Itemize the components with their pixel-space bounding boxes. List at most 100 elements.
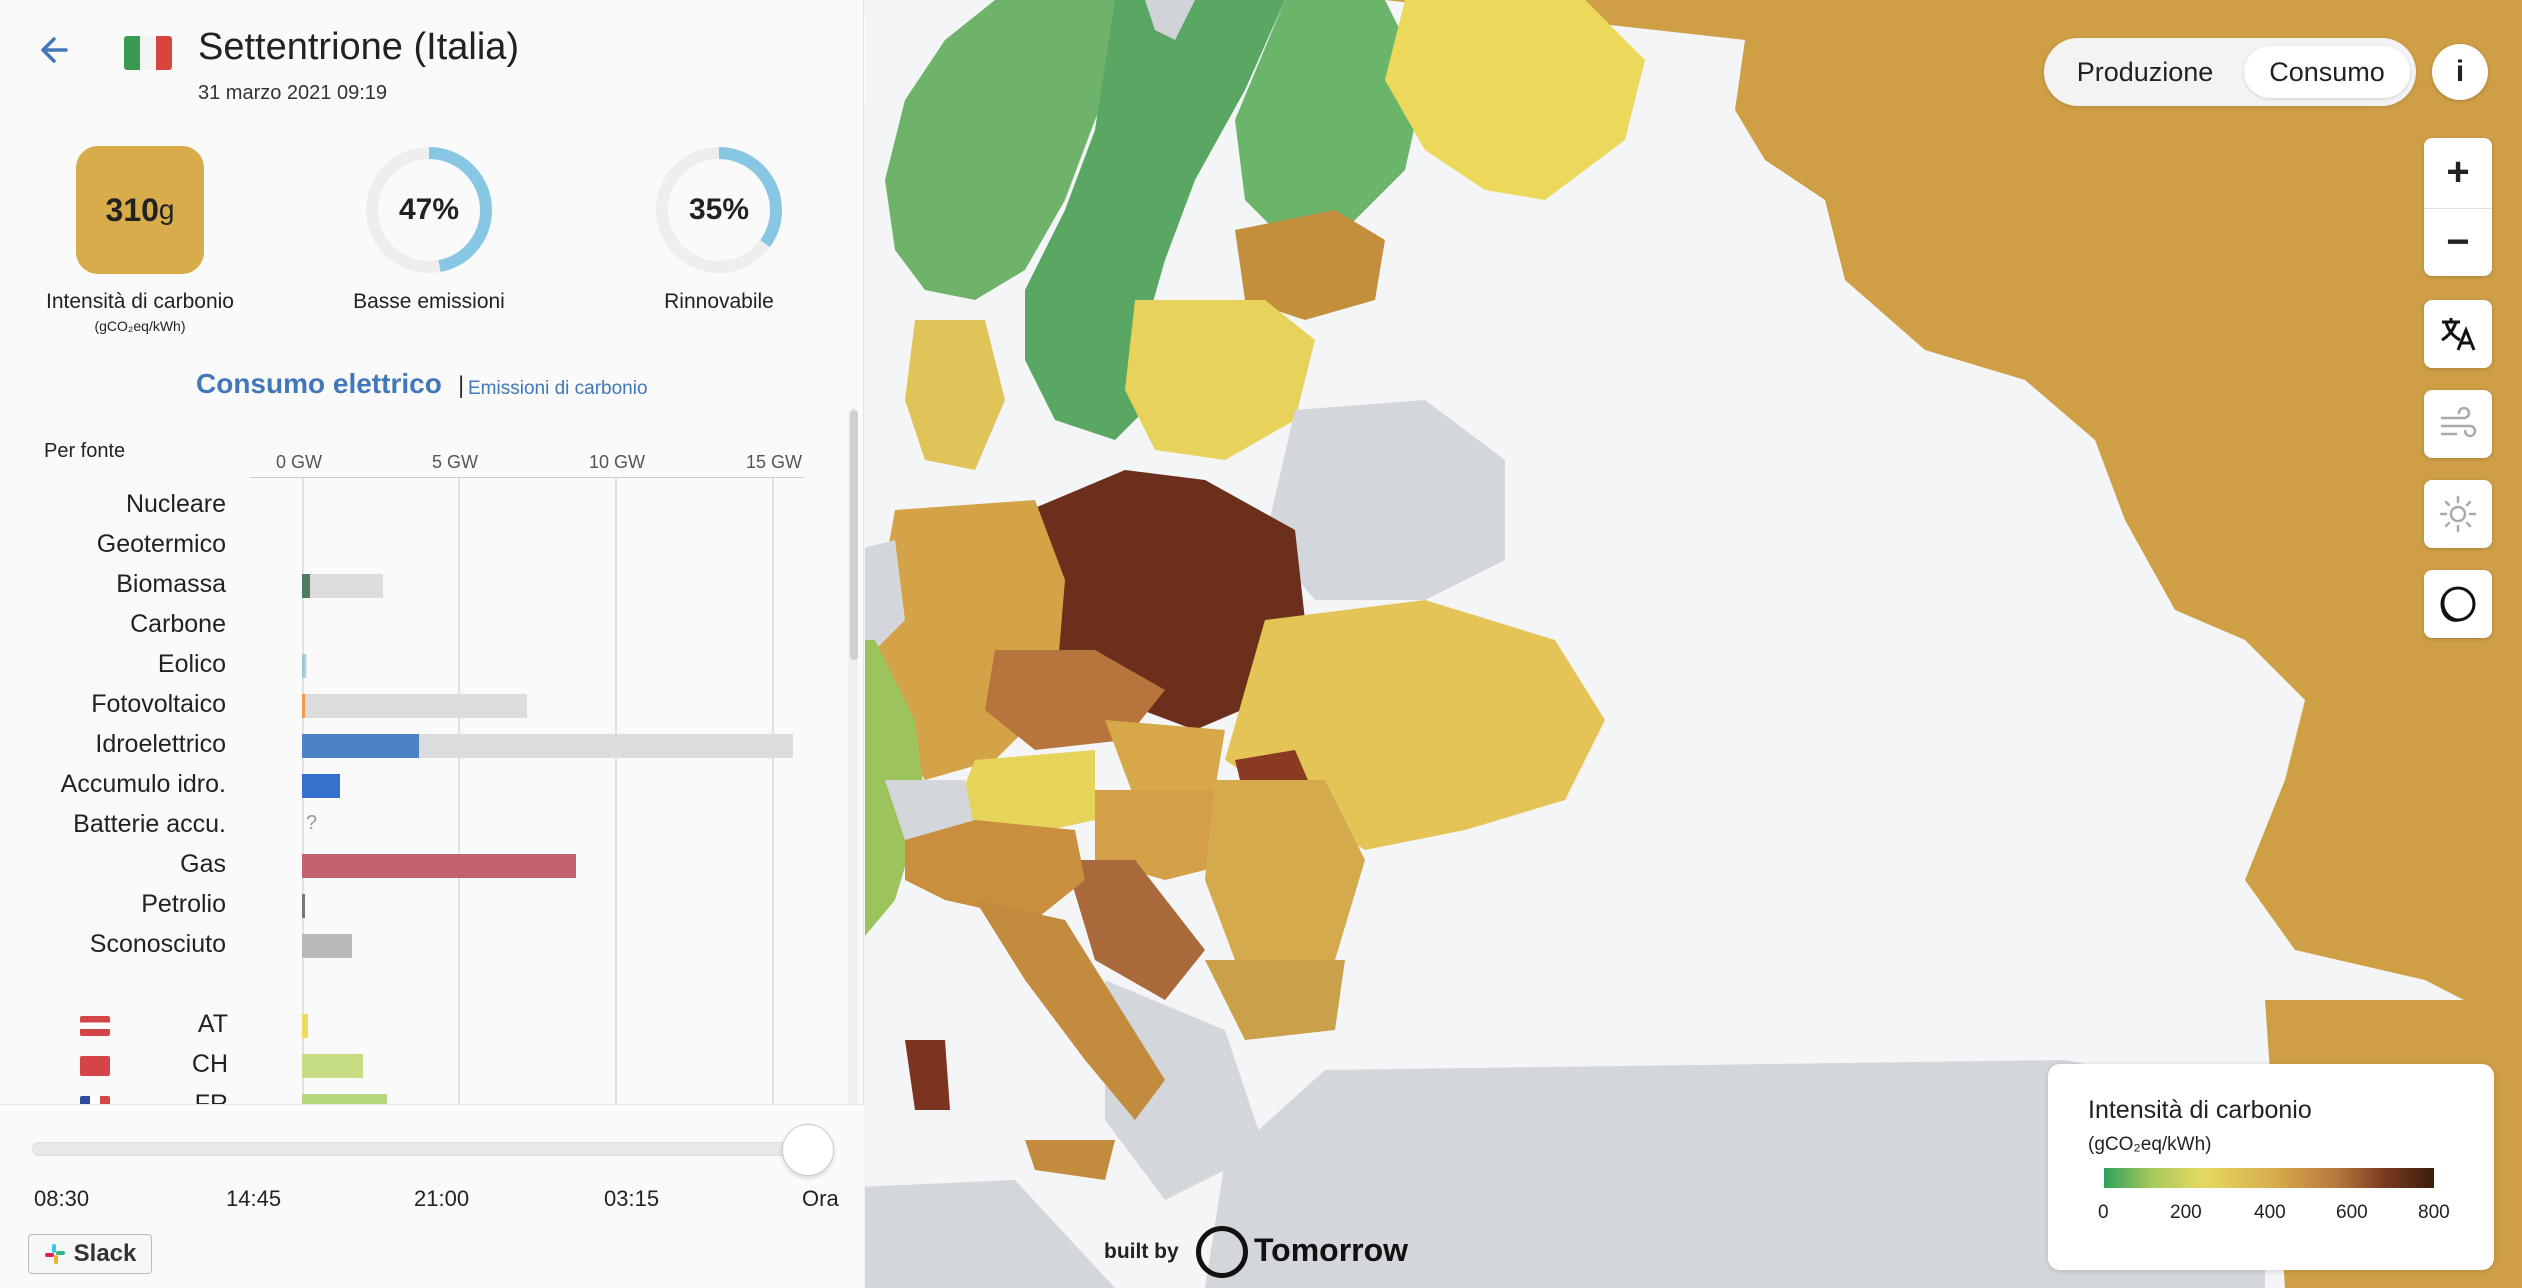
map-region-bosnia-serbia[interactable] [1065,860,1205,1000]
solar-layer-button[interactable] [2424,480,2492,548]
legend-tick-0: 0 [2098,1202,2109,1223]
low-emissions-ring [366,147,492,273]
europe-map [865,0,2522,1288]
map-region-estonia-latvia[interactable] [1235,210,1385,320]
axis-tick-label: 10 GW [589,452,646,472]
source-production-bar[interactable] [302,774,340,798]
map-region-austria[interactable] [955,750,1095,840]
map-region-italy-central-south[interactable] [975,900,1165,1120]
slack-label: Slack [73,1240,137,1267]
toggle-production[interactable]: Produzione [2076,56,2214,87]
wind-layer-button[interactable] [2424,390,2492,458]
map-region-sicily[interactable] [1025,1140,1115,1180]
axis-tick-label: 0 GW [276,452,323,472]
source-label: Nucleare [125,490,226,518]
map-region-turkey [1205,1060,2265,1288]
low-emissions-label: Basse emissioni [353,290,505,313]
map-region-italy-north[interactable] [905,820,1085,920]
source-label: Idroelettrico [95,730,226,758]
legend-tick-600: 600 [2336,1202,2368,1223]
country-label: FR [194,1090,228,1104]
map-region-netherlands [865,540,905,660]
language-button[interactable] [2424,300,2492,368]
map-region-lithuania[interactable] [1125,300,1315,460]
contrast-icon [2440,586,2476,622]
country-import-bar[interactable] [302,1054,364,1078]
source-label: Eolico [157,650,226,678]
source-production-bar[interactable] [302,574,310,598]
chart-axis-line [250,477,804,478]
country-import-bar[interactable] [302,1014,309,1038]
carbon-intensity-map[interactable] [865,0,2522,1288]
toggle-consumption[interactable]: Consumo [2244,46,2410,98]
translate-icon [2441,318,2476,351]
map-region-denmark[interactable] [905,320,1005,470]
map-region-greece [1105,980,1265,1200]
low-emissions-arc [366,147,492,273]
source-production-bar[interactable] [302,854,576,878]
time-slider-thumb[interactable] [782,1124,834,1176]
source-label: Carbone [130,610,226,638]
renewable-arc [656,147,782,273]
zone-datetime: 31 marzo 2021 09:19 [198,82,388,104]
zone-title: Settentrione (Italia) [198,26,520,68]
time-slider-track[interactable] [32,1142,812,1156]
panel-scrollbar-track[interactable] [848,408,858,1108]
carbon-intensity-unit-label: (gCO₂eq/kWh) [94,318,186,334]
axis-tick-label: 5 GW [432,452,479,472]
carbon-intensity-label: Intensità di carbonio [46,290,234,313]
chart-gridline [772,478,774,1104]
map-region-romania[interactable] [1205,780,1365,960]
map-region-bulgaria[interactable] [1205,960,1345,1040]
carbon-intensity-unit: g [158,194,175,225]
country-flag-icon [80,1096,110,1104]
zone-details-panel: Settentrione (Italia) 31 marzo 2021 09:1… [0,0,864,1288]
legend-tick-200: 200 [2170,1202,2202,1223]
unknown-value-marker: ? [306,812,318,834]
map-region-slovakia[interactable] [1105,720,1225,800]
source-production-bar[interactable] [302,654,306,678]
legend-tick-800: 800 [2418,1202,2450,1223]
map-region-belarus [1265,400,1505,600]
carbon-intensity-badge: 310 g [76,146,204,274]
source-production-bar[interactable] [302,694,306,718]
country-import-bar[interactable] [302,1094,387,1104]
slack-button[interactable]: Slack [28,1234,152,1274]
map-region-north-africa [865,1180,1115,1288]
source-production-bar[interactable] [302,734,420,758]
carbon-intensity-value: 310 [105,191,159,228]
dark-mode-button[interactable] [2424,570,2492,638]
renewable-value: 35% [688,193,750,226]
info-button[interactable]: i [2432,44,2488,100]
zoom-in-button[interactable]: + [2446,149,2470,194]
legend-gradient-bar [2104,1168,2434,1188]
source-capacity-bar[interactable] [302,694,528,718]
map-region-finland[interactable] [1235,0,1425,240]
source-capacity-bar[interactable] [302,574,384,598]
sun-icon [2439,495,2477,533]
time-label-2: 14:45 [226,1186,282,1211]
zoom-out-button[interactable]: − [2424,208,2492,276]
map-region-russia[interactable] [1385,0,2522,1030]
time-label-3: 21:00 [414,1186,470,1211]
legend-tick-400: 400 [2254,1202,2286,1223]
source-production-bar[interactable] [302,934,353,958]
renewable-label: Rinnovabile [664,290,774,313]
italy-flag-icon [124,36,172,70]
source-production-bar[interactable] [302,894,305,918]
tomorrow-brand[interactable]: Tomorrow [1254,1232,1409,1268]
map-region-sardinia[interactable] [905,1040,950,1110]
tab-carbon-emissions[interactable]: Emissioni di carbonio [468,378,648,399]
source-label: Gas [180,850,226,878]
source-label: Accumulo idro. [60,770,226,798]
map-region-sweden[interactable] [1025,0,1285,440]
tab-electricity-consumption[interactable]: Consumo elettrico [196,368,442,399]
slack-icon [44,1244,65,1264]
low-emissions-value: 47% [398,193,460,226]
panel-scrollbar-thumb[interactable] [850,410,858,660]
back-arrow-icon[interactable] [36,30,84,78]
map-region-norway-north[interactable] [885,0,1125,300]
map-region-russia-nw[interactable] [1385,0,1645,200]
map-region-switzerland [885,780,975,840]
